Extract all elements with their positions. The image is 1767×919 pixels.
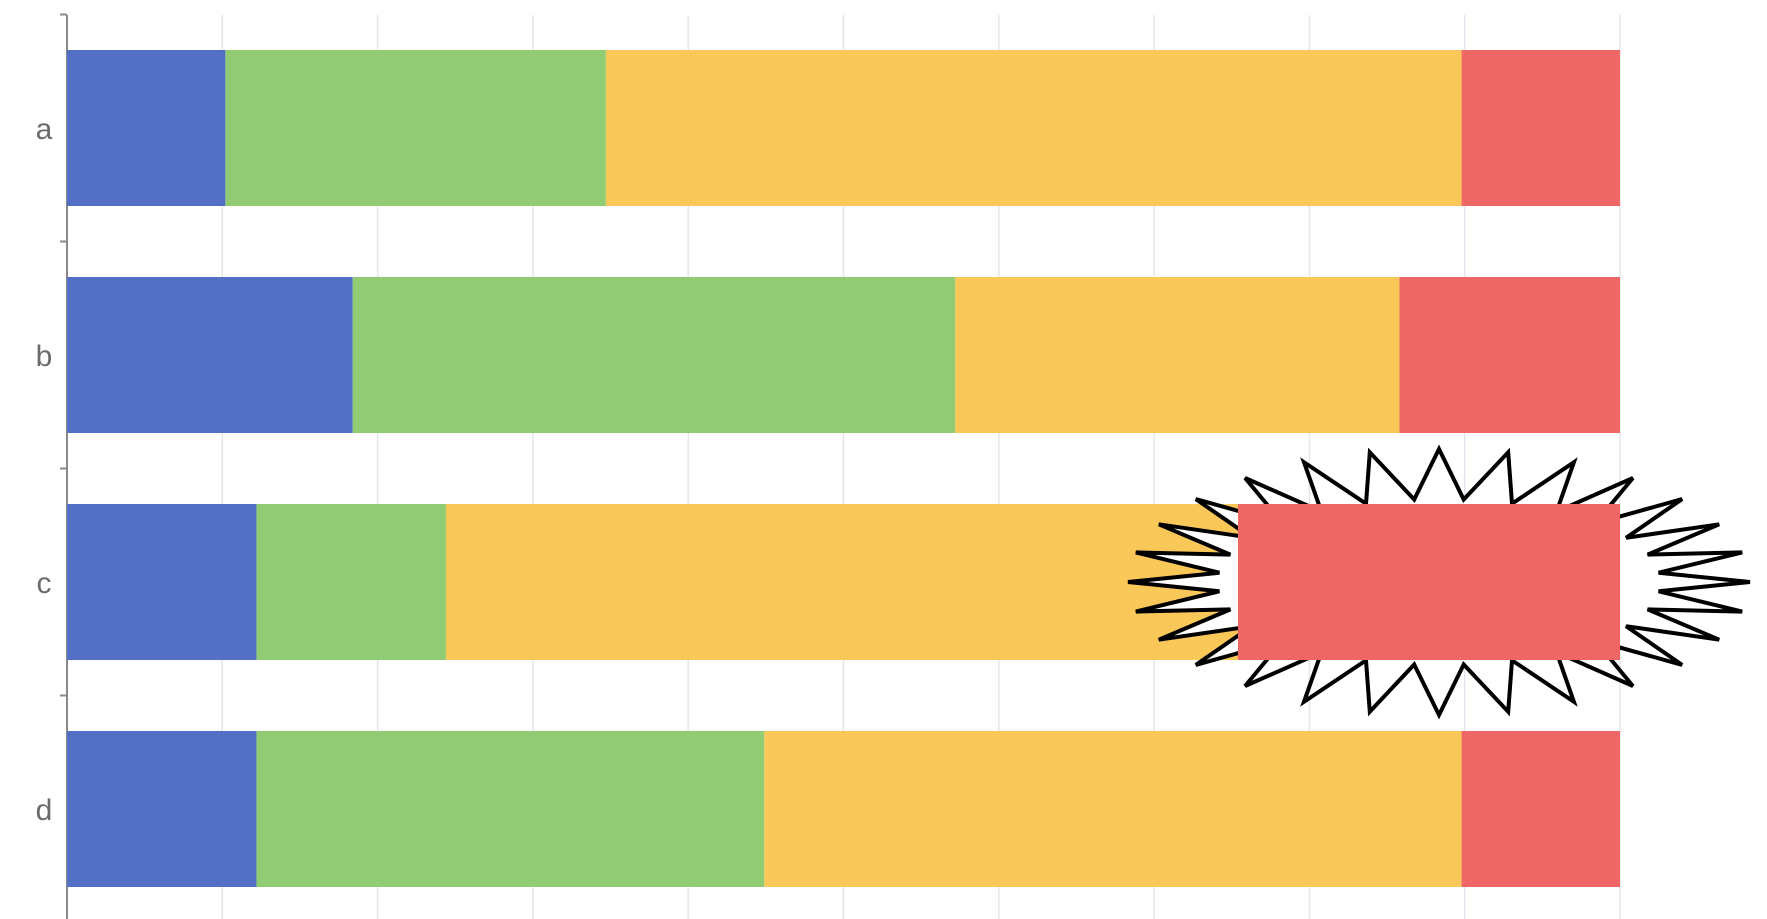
bar-segment-d-3[interactable] bbox=[764, 731, 1462, 887]
category-labels: a b c d bbox=[36, 113, 53, 827]
bar-segment-d-2[interactable] bbox=[256, 731, 765, 887]
bar-segment-c-3[interactable] bbox=[445, 504, 1238, 660]
bar-segment-b-4[interactable] bbox=[1399, 277, 1620, 433]
starburst-annotation bbox=[1127, 444, 1751, 720]
bar-segment-d-4[interactable] bbox=[1461, 731, 1620, 887]
bar-segment-b-3[interactable] bbox=[955, 277, 1400, 433]
bar-segment-d-1[interactable] bbox=[67, 731, 257, 887]
category-label-d: d bbox=[36, 794, 53, 827]
bar-segment-b-2[interactable] bbox=[352, 277, 956, 433]
bar-segment-c-1[interactable] bbox=[67, 504, 257, 660]
highlighted-segment-c-4[interactable] bbox=[1237, 504, 1620, 660]
bar-segment-a-3[interactable] bbox=[605, 50, 1462, 206]
category-label-c: c bbox=[37, 567, 52, 600]
chart-axes bbox=[60, 13, 68, 919]
bar-segment-b-1[interactable] bbox=[67, 277, 353, 433]
bar-segment-a-1[interactable] bbox=[67, 50, 226, 206]
bar-segment-c-2[interactable] bbox=[256, 504, 446, 660]
category-label-a: a bbox=[36, 113, 53, 146]
bar-segment-a-4[interactable] bbox=[1461, 50, 1620, 206]
bar-segment-a-2[interactable] bbox=[225, 50, 606, 206]
category-label-b: b bbox=[36, 340, 53, 373]
